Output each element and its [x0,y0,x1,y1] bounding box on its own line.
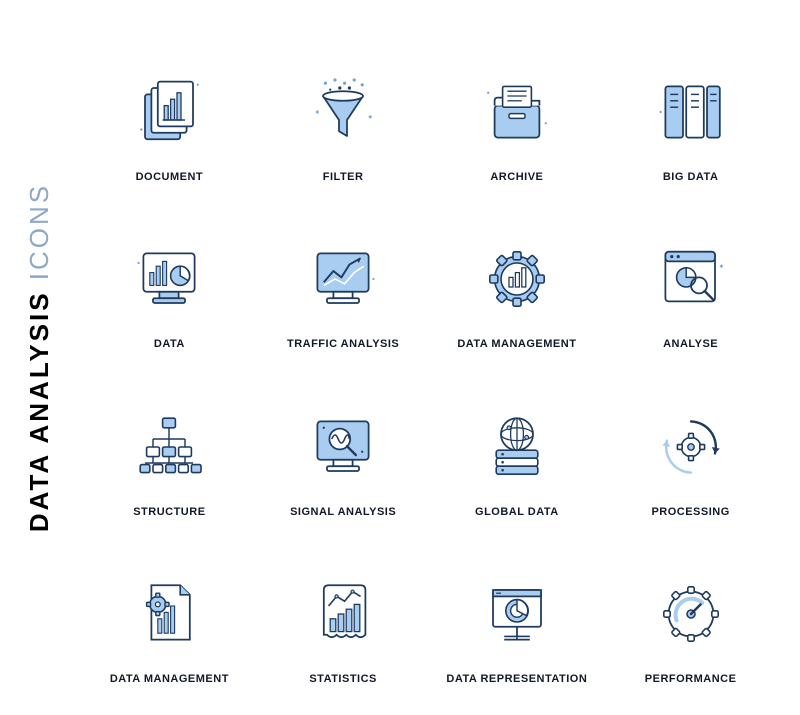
cell-filter: FILTER [264,40,423,183]
label-global: GLOBAL DATA [475,506,559,518]
cell-global: GLOBAL DATA [438,375,597,518]
label-processing: PROCESSING [651,506,729,518]
cell-processing: PROCESSING [611,375,770,518]
label-archive: ARCHIVE [490,171,543,183]
label-performance: PERFORMANCE [645,673,737,685]
data-management-icon [472,234,562,324]
cell-signal: SIGNAL ANALYSIS [264,375,423,518]
global-data-icon [472,402,562,492]
traffic-analysis-icon [298,234,388,324]
processing-icon [646,402,736,492]
cell-datamgmt: DATA MANAGEMENT [438,208,597,351]
page-title: DATA ANALYSIS ICONS [25,183,56,532]
cell-traffic: TRAFFIC ANALYSIS [264,208,423,351]
cell-document: DOCUMENT [90,40,249,183]
cell-performance: PERFORMANCE [611,543,770,686]
label-structure: STRUCTURE [133,506,205,518]
label-traffic: TRAFFIC ANALYSIS [287,338,399,350]
label-filter: FILTER [323,171,364,183]
label-datamgmt2: DATA MANAGEMENT [110,673,229,685]
cell-analyse: ANALYSE [611,208,770,351]
label-data: DATA [154,338,185,350]
analyse-icon [646,234,736,324]
structure-icon [124,402,214,492]
cell-structure: STRUCTURE [90,375,249,518]
filter-icon [298,67,388,157]
archive-icon [472,67,562,157]
bigdata-icon [646,67,736,157]
performance-icon [646,569,736,659]
statistics-icon [298,569,388,659]
cell-bigdata: BIG DATA [611,40,770,183]
data-management-2-icon [124,569,214,659]
data-icon [124,234,214,324]
cell-data: DATA [90,208,249,351]
label-analyse: ANALYSE [663,338,718,350]
icon-grid: DOCUMENT FILTER [80,0,800,715]
label-bigdata: BIG DATA [663,171,719,183]
signal-analysis-icon [298,402,388,492]
document-icon [124,67,214,157]
data-representation-icon [472,569,562,659]
cell-archive: ARCHIVE [438,40,597,183]
cell-datarep: DATA REPRESENTATION [438,543,597,686]
title-main: DATA ANALYSIS [25,290,55,532]
label-datamgmt: DATA MANAGEMENT [457,338,576,350]
sidebar: DATA ANALYSIS ICONS [0,0,80,715]
label-signal: SIGNAL ANALYSIS [290,506,396,518]
label-document: DOCUMENT [136,171,204,183]
title-sub: ICONS [25,183,55,280]
label-statistics: STATISTICS [309,673,377,685]
cell-statistics: STATISTICS [264,543,423,686]
cell-datamgmt2: DATA MANAGEMENT [90,543,249,686]
label-datarep: DATA REPRESENTATION [446,673,587,685]
